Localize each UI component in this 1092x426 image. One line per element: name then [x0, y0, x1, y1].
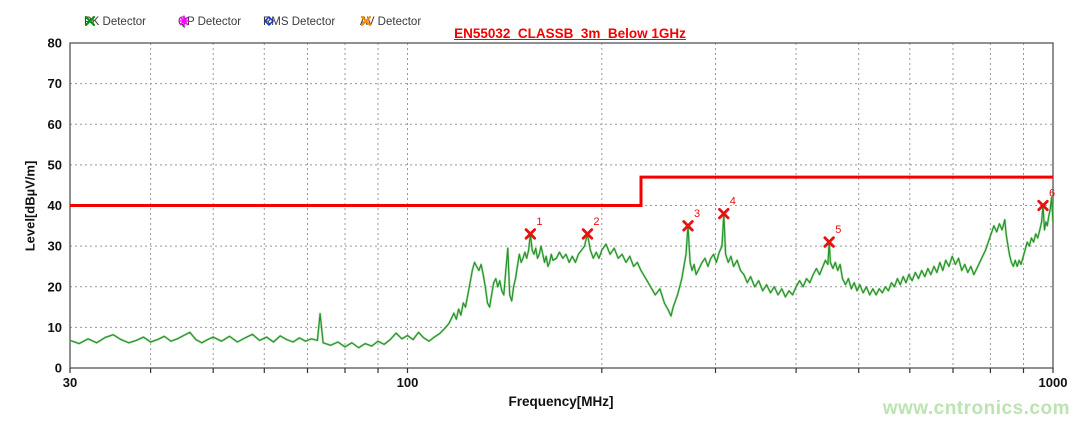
limit-line: [70, 175, 1053, 207]
y-tick-label: 10: [48, 320, 62, 335]
tick-labels: 30 100 1000 0 10 20 30 40 50 60 70 80: [48, 36, 1068, 391]
peak-marker-3: 3: [682, 208, 700, 232]
pk-trace-glow: [69, 196, 1055, 349]
watermark: www.cntronics.com: [882, 398, 1070, 419]
y-tick-label: 60: [48, 117, 62, 132]
legend-item-qp-detector: QP Detector: [178, 15, 241, 29]
rms-detector-marker-icon: [263, 15, 275, 27]
legend-item-label: PK Detector: [84, 16, 146, 28]
peak-marker-label: 4: [730, 196, 736, 208]
pk-trace: [69, 196, 1054, 349]
x-tick-marks: [69, 368, 1054, 373]
peak-marker-label: 6: [1049, 188, 1055, 200]
y-tick-label: 40: [48, 198, 62, 213]
peak-marker-2: 2: [581, 216, 600, 240]
qp-detector-marker-icon: [178, 15, 190, 27]
peak-marker-5: 5: [823, 224, 841, 248]
x-tick-label: 1000: [1039, 375, 1068, 390]
legend-item-rms-detector: RMS Detector: [263, 15, 335, 29]
peak-marker-6: 6: [1037, 188, 1055, 212]
peak-marker-1: 1: [524, 216, 543, 240]
peak-marker-label: 3: [694, 208, 700, 220]
av-detector-marker-icon: [360, 15, 372, 27]
peak-marker-label: 1: [536, 216, 542, 228]
legend-item-label: RMS Detector: [263, 16, 336, 28]
x-tick-label: 30: [63, 375, 77, 390]
legend-item-label: AV Detector: [360, 16, 422, 28]
chart-title: EN55032_CLASSB_3m_Below 1GHz: [454, 26, 686, 41]
x-axis-title: Frequency[MHz]: [508, 394, 614, 409]
legend-item-pk-detector: PK Detector: [84, 15, 146, 29]
x-tick-label: 100: [397, 375, 419, 390]
peak-marker-4: 4: [718, 196, 736, 220]
legend-item-av-detector: AV Detector: [360, 15, 421, 29]
peak-markers: 1 2 3 4 5 6: [524, 188, 1055, 248]
y-tick-label: 70: [48, 76, 62, 91]
y-axis-title: Level[dBµV/m]: [22, 160, 38, 252]
pk-detector-marker-icon: [84, 15, 96, 27]
y-tick-label: 0: [55, 361, 62, 376]
gridlines: [70, 43, 1053, 368]
y-tick-label: 80: [48, 36, 62, 51]
y-tick-label: 30: [48, 239, 62, 254]
peak-marker-label: 5: [835, 224, 841, 236]
y-tick-label: 50: [48, 157, 62, 172]
legend-item-label: QP Detector: [178, 16, 242, 28]
y-tick-label: 20: [48, 279, 62, 294]
peak-marker-label: 2: [593, 216, 599, 228]
